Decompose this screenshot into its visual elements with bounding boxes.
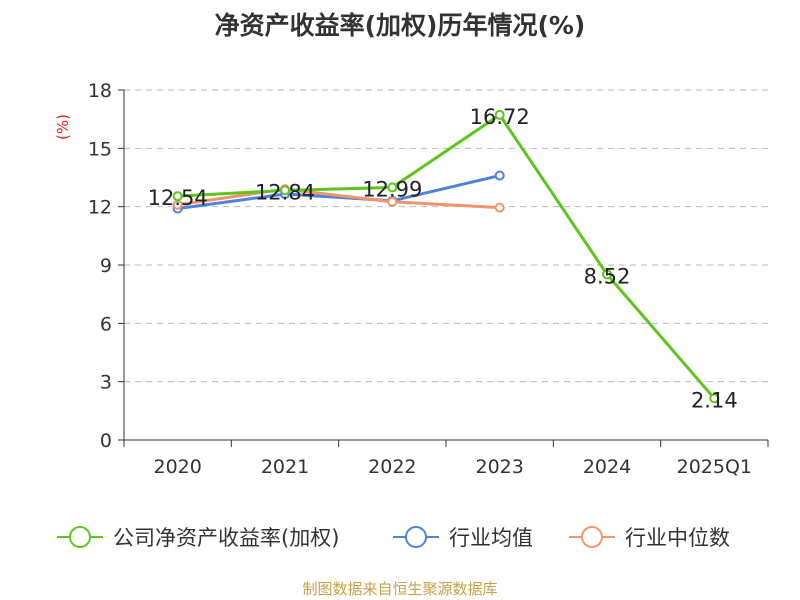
y-tick-label: 18 — [88, 80, 112, 102]
x-tick-label: 2023 — [475, 456, 523, 478]
x-tick-label: 2024 — [583, 456, 631, 478]
data-point[interactable] — [280, 185, 290, 196]
data-label: 12.99 — [362, 177, 422, 201]
data-point[interactable] — [387, 182, 398, 193]
data-point[interactable] — [387, 196, 398, 207]
legend-marker — [69, 526, 91, 548]
y-tick-label: 3 — [100, 372, 112, 394]
data-label: 2.14 — [691, 388, 738, 412]
y-tick-label: 6 — [100, 313, 112, 335]
legend-label: 公司净资产收益率(加权) — [113, 526, 339, 550]
legend-label: 行业中位数 — [625, 526, 730, 550]
data-point[interactable] — [172, 191, 183, 202]
legend-item-0[interactable]: 公司净资产收益率(加权) — [57, 526, 339, 550]
data-label: 12.84 — [255, 180, 315, 204]
series-line-1 — [177, 174, 501, 211]
data-label: 8.52 — [584, 264, 631, 288]
x-tick-label: 2021 — [261, 456, 309, 478]
data-point[interactable] — [494, 202, 505, 213]
x-tick-label: 2025Q1 — [677, 456, 752, 478]
y-tick-label: 15 — [88, 138, 112, 160]
y-axis-label: (%) — [54, 114, 72, 140]
source-note: 制图数据来自恒生聚源数据库 — [302, 580, 498, 598]
data-point[interactable] — [602, 269, 612, 280]
y-tick-label: 0 — [100, 430, 112, 452]
data-point[interactable] — [494, 109, 505, 120]
y-tick-label: 9 — [100, 255, 112, 277]
data-label: 16.72 — [470, 105, 530, 129]
legend-item-2[interactable]: 行业中位数 — [569, 526, 730, 550]
y-tick-label: 12 — [88, 197, 112, 219]
data-point[interactable] — [494, 170, 505, 181]
data-point[interactable] — [709, 393, 720, 404]
chart-title: 净资产收益率(加权)历年情况(%) — [214, 11, 586, 40]
series-line-2 — [177, 187, 500, 210]
data-label: 12.54 — [148, 186, 208, 210]
series-line-0 — [177, 113, 716, 400]
legend-label: 行业均值 — [449, 526, 533, 550]
legend-marker — [405, 526, 427, 548]
legend-item-1[interactable]: 行业均值 — [393, 526, 533, 550]
x-tick-label: 2022 — [368, 456, 416, 478]
x-tick-label: 2020 — [153, 456, 201, 478]
legend-marker — [581, 526, 603, 548]
